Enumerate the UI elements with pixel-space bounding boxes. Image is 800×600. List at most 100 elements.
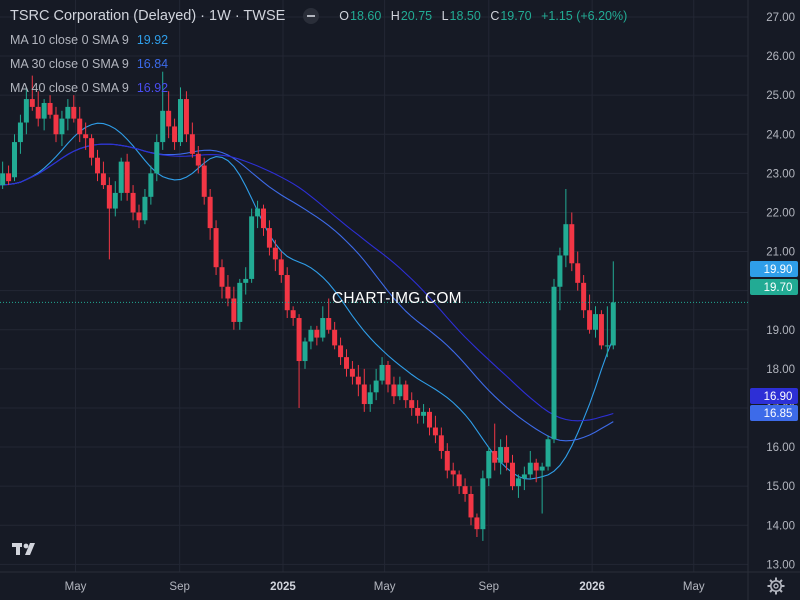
candle: [112, 181, 118, 217]
candle: [367, 384, 373, 412]
ma-value: 16.92: [136, 81, 169, 95]
candle-body: [130, 192, 136, 213]
candle-body: [450, 470, 456, 475]
tradingview-logo-icon[interactable]: [11, 540, 39, 558]
candle-body: [201, 165, 207, 197]
candle: [581, 275, 587, 319]
candle: [486, 447, 492, 487]
candle-body: [272, 247, 278, 260]
ma-legend-10[interactable]: MA 10 close 0 SMA 9 19.92: [10, 33, 168, 47]
y-tick-label: 22.00: [766, 207, 795, 219]
y-tick-label: 14.00: [766, 520, 795, 532]
ma-legend-40[interactable]: MA 40 close 0 SMA 9 16.92: [10, 81, 168, 95]
symbol-title[interactable]: TSRC Corporation (Delayed) · 1W · TWSE: [10, 8, 286, 24]
candle: [498, 439, 504, 475]
hide-icon[interactable]: [303, 8, 320, 24]
candle: [195, 145, 201, 174]
candle: [183, 91, 189, 143]
candle: [527, 450, 533, 479]
candle-body: [47, 102, 53, 115]
price-badge-bg: [750, 279, 798, 295]
candle: [47, 95, 53, 119]
candle: [557, 247, 563, 311]
y-tick-label: 18.00: [766, 364, 795, 376]
candle: [71, 95, 77, 123]
candle: [201, 157, 207, 205]
candle: [6, 165, 12, 186]
candle-body: [468, 493, 474, 518]
candle: [284, 267, 290, 319]
candle-body: [581, 282, 587, 311]
candle: [462, 478, 468, 502]
candle: [379, 357, 385, 385]
candle: [278, 251, 284, 283]
candle-body: [225, 286, 231, 299]
candle: [118, 157, 124, 201]
candle-body: [320, 318, 326, 338]
candle-body: [415, 407, 421, 416]
candle: [421, 404, 427, 424]
candle-body: [112, 192, 118, 209]
y-tick-label: 15.00: [766, 481, 795, 493]
candle-body: [432, 427, 438, 436]
candle: [563, 189, 569, 268]
y-tick-label: 27.00: [766, 12, 795, 24]
candle: [124, 153, 130, 201]
candle: [160, 71, 166, 150]
candle: [604, 306, 610, 358]
x-tick-label: 2026: [579, 581, 605, 593]
candle: [593, 306, 598, 338]
candle: [587, 294, 593, 334]
y-tick-label: 13.00: [766, 559, 795, 571]
gear-icon[interactable]: [766, 576, 786, 596]
ma-label: MA 10 close 0 SMA 9: [10, 33, 129, 47]
candle: [385, 361, 391, 393]
x-tick-label: 2025: [270, 581, 296, 593]
candle-body: [278, 259, 284, 276]
candle-body: [35, 106, 41, 119]
candle: [521, 466, 527, 491]
candle-body: [474, 517, 480, 530]
candle-body: [255, 208, 261, 217]
candle: [172, 118, 178, 150]
candle-body: [421, 411, 427, 416]
candle: [474, 513, 480, 537]
candle: [136, 204, 142, 229]
price-badge: 19.90: [750, 261, 798, 277]
candle-body: [385, 364, 391, 385]
candle: [456, 470, 462, 494]
candle-body: [338, 345, 344, 358]
candle: [355, 364, 361, 397]
close-value: 19.70: [500, 9, 532, 23]
candle: [225, 275, 231, 307]
candle: [207, 189, 213, 240]
candle-body: [237, 282, 243, 322]
candle: [142, 189, 148, 225]
candle: [106, 177, 112, 260]
candle-body: [29, 99, 35, 107]
candle: [95, 149, 100, 182]
candle: [391, 376, 397, 405]
candle: [189, 122, 195, 158]
candle: [432, 415, 438, 444]
candle-body: [284, 275, 290, 311]
candle-body: [160, 110, 166, 143]
ma-label: MA 40 close 0 SMA 9: [10, 81, 129, 95]
candle: [290, 306, 296, 326]
candle: [551, 278, 557, 444]
low-label: L: [441, 9, 449, 23]
candle: [598, 310, 604, 350]
y-tick-label: 19.00: [766, 325, 795, 337]
ma-legend-30[interactable]: MA 30 close 0 SMA 9 16.84: [10, 57, 168, 71]
x-tick-label: May: [65, 581, 87, 593]
candle: [344, 349, 349, 377]
candle-body: [593, 314, 598, 330]
price-badge-label: 19.90: [764, 264, 793, 276]
candle-body: [551, 286, 557, 440]
candle: [326, 298, 332, 334]
y-tick-label: 25.00: [766, 90, 795, 102]
candle: [65, 99, 71, 131]
candle-body: [118, 161, 124, 193]
